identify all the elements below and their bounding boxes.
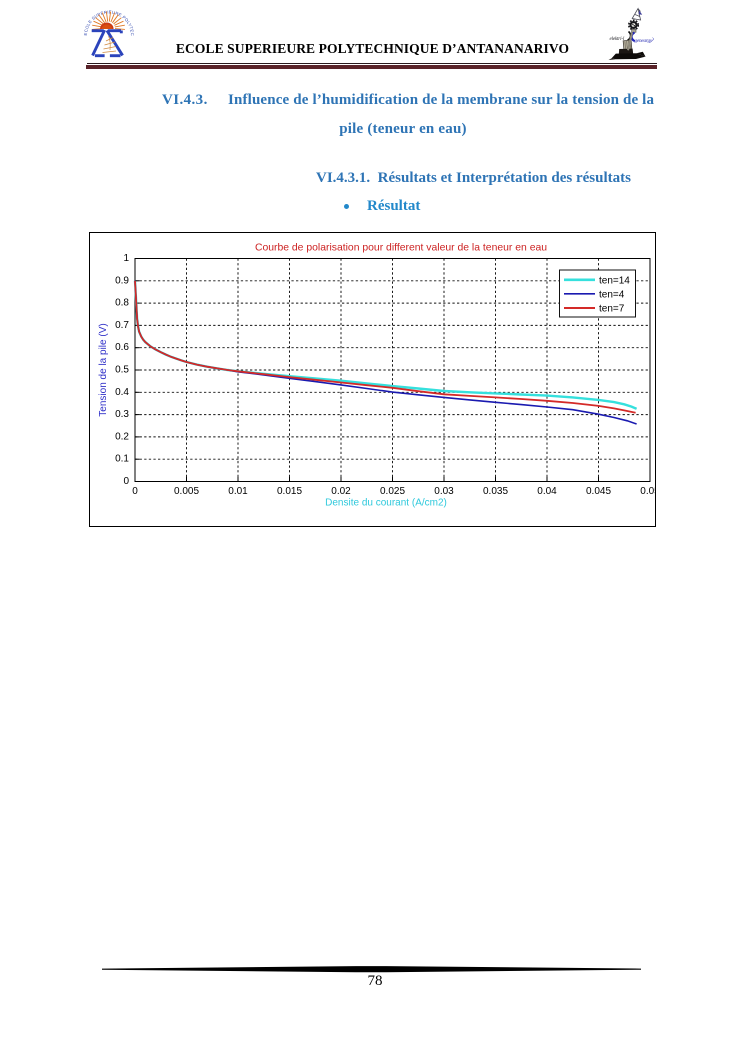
svg-text:ten=4: ten=4	[599, 289, 625, 300]
svg-text:0.1: 0.1	[115, 454, 129, 465]
svg-text:0.8: 0.8	[115, 298, 129, 309]
svg-text:0.035: 0.035	[483, 486, 508, 497]
svg-text:0.03: 0.03	[434, 486, 454, 497]
svg-text:ten=14: ten=14	[599, 275, 630, 286]
svg-text:0: 0	[132, 486, 138, 497]
svg-text:0.7: 0.7	[115, 320, 129, 331]
svg-text:0.05: 0.05	[640, 486, 655, 497]
svg-text:0.6: 0.6	[115, 342, 129, 353]
svg-text:0.4: 0.4	[115, 387, 129, 398]
svg-text:0.005: 0.005	[174, 486, 199, 497]
svg-text:ten=7: ten=7	[599, 304, 625, 315]
svg-text:0.015: 0.015	[277, 486, 302, 497]
svg-text:0.045: 0.045	[586, 486, 611, 497]
svg-text:0: 0	[123, 476, 129, 487]
svg-text:elektri-l: elektri-l	[610, 36, 625, 42]
svg-text:0.01: 0.01	[228, 486, 248, 497]
svg-text:0.3: 0.3	[115, 409, 129, 420]
svg-text:0.2: 0.2	[115, 431, 129, 442]
svg-text:1: 1	[123, 253, 129, 264]
svg-text:0.5: 0.5	[115, 365, 129, 376]
svg-text:Tension de la pile (V): Tension de la pile (V)	[98, 323, 109, 416]
svg-text:0.02: 0.02	[331, 486, 351, 497]
svg-text:geneargy: geneargy	[635, 38, 653, 44]
svg-text:0.025: 0.025	[380, 486, 405, 497]
svg-text:0.9: 0.9	[115, 275, 129, 286]
svg-text:0.04: 0.04	[537, 486, 557, 497]
svg-text:Densite du courant (A/cm2): Densite du courant (A/cm2)	[325, 498, 447, 509]
svg-text:Courbe de polarisation pour di: Courbe de polarisation pour different va…	[255, 243, 547, 254]
